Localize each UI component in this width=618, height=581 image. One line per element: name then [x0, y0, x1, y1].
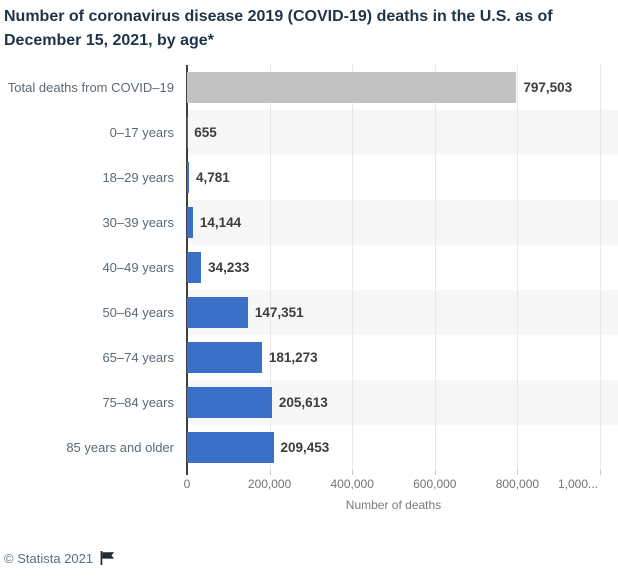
- bar[interactable]: [187, 387, 272, 418]
- x-tick-label: 600,000: [413, 477, 457, 491]
- category-label: 40–49 years: [102, 260, 174, 275]
- value-label: 797,503: [523, 80, 573, 95]
- grid-line: [517, 65, 518, 470]
- x-tick-label: 400,000: [330, 477, 374, 491]
- x-tick-mark: [270, 470, 271, 475]
- value-label: 209,453: [280, 440, 330, 455]
- bar[interactable]: [187, 297, 248, 328]
- row-band: [187, 200, 618, 245]
- grid-line: [352, 65, 353, 470]
- value-label: 34,233: [208, 260, 250, 275]
- category-label: Total deaths from COVID–19: [7, 80, 174, 95]
- bar[interactable]: [187, 162, 189, 193]
- statista-copyright: © Statista 2021: [4, 550, 94, 566]
- chart-title: Number of coronavirus disease 2019 (COVI…: [4, 8, 553, 49]
- category-label: 18–29 years: [102, 170, 174, 185]
- footer: © Statista 2021: [4, 549, 115, 567]
- value-label: 205,613: [278, 395, 328, 410]
- row-band: [187, 110, 618, 155]
- category-label: 65–74 years: [102, 350, 174, 365]
- plot-area: Total deaths from COVID–19 797,503 0–17 ye…: [7, 65, 618, 491]
- category-label: 75–84 years: [102, 395, 174, 410]
- row-band: [187, 290, 618, 335]
- x-tick-label: 1,000...: [557, 477, 598, 491]
- bar[interactable]: [187, 207, 193, 238]
- value-label: 181,273: [268, 350, 318, 365]
- category-label: 30–39 years: [102, 215, 174, 230]
- value-label: 147,351: [254, 305, 304, 320]
- value-label: 4,781: [195, 170, 230, 185]
- bar[interactable]: [187, 252, 202, 283]
- x-tick-mark: [517, 470, 518, 475]
- grid-line: [435, 65, 436, 470]
- bar[interactable]: [187, 432, 274, 463]
- x-tick-label: 200,000: [247, 477, 292, 491]
- category-label: 50–64 years: [102, 305, 174, 320]
- grid-line: [270, 65, 271, 470]
- bar[interactable]: [187, 342, 262, 373]
- x-tick-mark: [600, 470, 601, 475]
- value-label: 14,144: [199, 215, 242, 230]
- grid-line: [600, 65, 601, 470]
- x-axis-title: Number of deaths: [345, 498, 442, 512]
- x-tick-label: 800,000: [495, 477, 540, 491]
- category-label: 85 years and older: [66, 440, 174, 455]
- flag-icon: [100, 551, 115, 565]
- x-tick-mark: [435, 470, 436, 475]
- x-tick-label: 0: [183, 477, 191, 491]
- x-tick-mark: [352, 470, 353, 475]
- category-label: 0–17 years: [109, 125, 174, 140]
- bar[interactable]: [187, 72, 517, 103]
- value-label: 655: [194, 125, 217, 140]
